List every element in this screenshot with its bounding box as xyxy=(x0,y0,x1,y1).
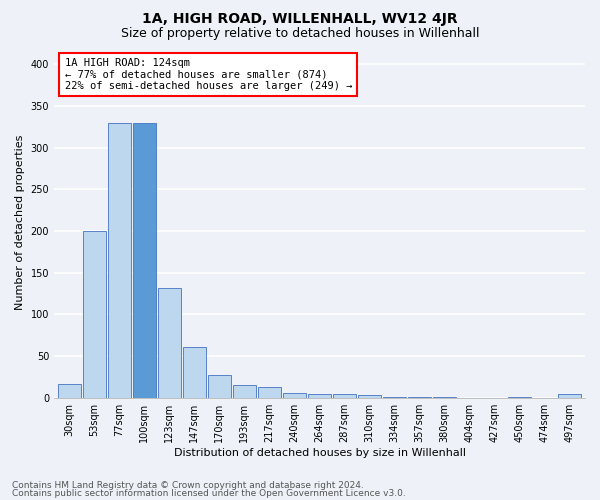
Bar xyxy=(183,347,206,398)
Y-axis label: Number of detached properties: Number of detached properties xyxy=(15,135,25,310)
Text: Size of property relative to detached houses in Willenhall: Size of property relative to detached ho… xyxy=(121,28,479,40)
Bar xyxy=(433,397,456,398)
Bar xyxy=(508,397,532,398)
Bar xyxy=(208,375,231,398)
Bar xyxy=(283,392,306,398)
Text: 1A, HIGH ROAD, WILLENHALL, WV12 4JR: 1A, HIGH ROAD, WILLENHALL, WV12 4JR xyxy=(142,12,458,26)
Bar xyxy=(559,394,581,398)
Bar xyxy=(58,384,80,398)
Bar xyxy=(133,122,156,398)
Text: Contains HM Land Registry data © Crown copyright and database right 2024.: Contains HM Land Registry data © Crown c… xyxy=(12,481,364,490)
Bar xyxy=(383,397,406,398)
Bar xyxy=(333,394,356,398)
Bar xyxy=(308,394,331,398)
Text: 1A HIGH ROAD: 124sqm
← 77% of detached houses are smaller (874)
22% of semi-deta: 1A HIGH ROAD: 124sqm ← 77% of detached h… xyxy=(65,58,352,91)
X-axis label: Distribution of detached houses by size in Willenhall: Distribution of detached houses by size … xyxy=(173,448,466,458)
Bar xyxy=(158,288,181,398)
Bar xyxy=(233,385,256,398)
Bar xyxy=(358,395,381,398)
Bar xyxy=(258,387,281,398)
Bar xyxy=(107,122,131,398)
Text: Contains public sector information licensed under the Open Government Licence v3: Contains public sector information licen… xyxy=(12,488,406,498)
Bar xyxy=(408,397,431,398)
Bar xyxy=(83,231,106,398)
